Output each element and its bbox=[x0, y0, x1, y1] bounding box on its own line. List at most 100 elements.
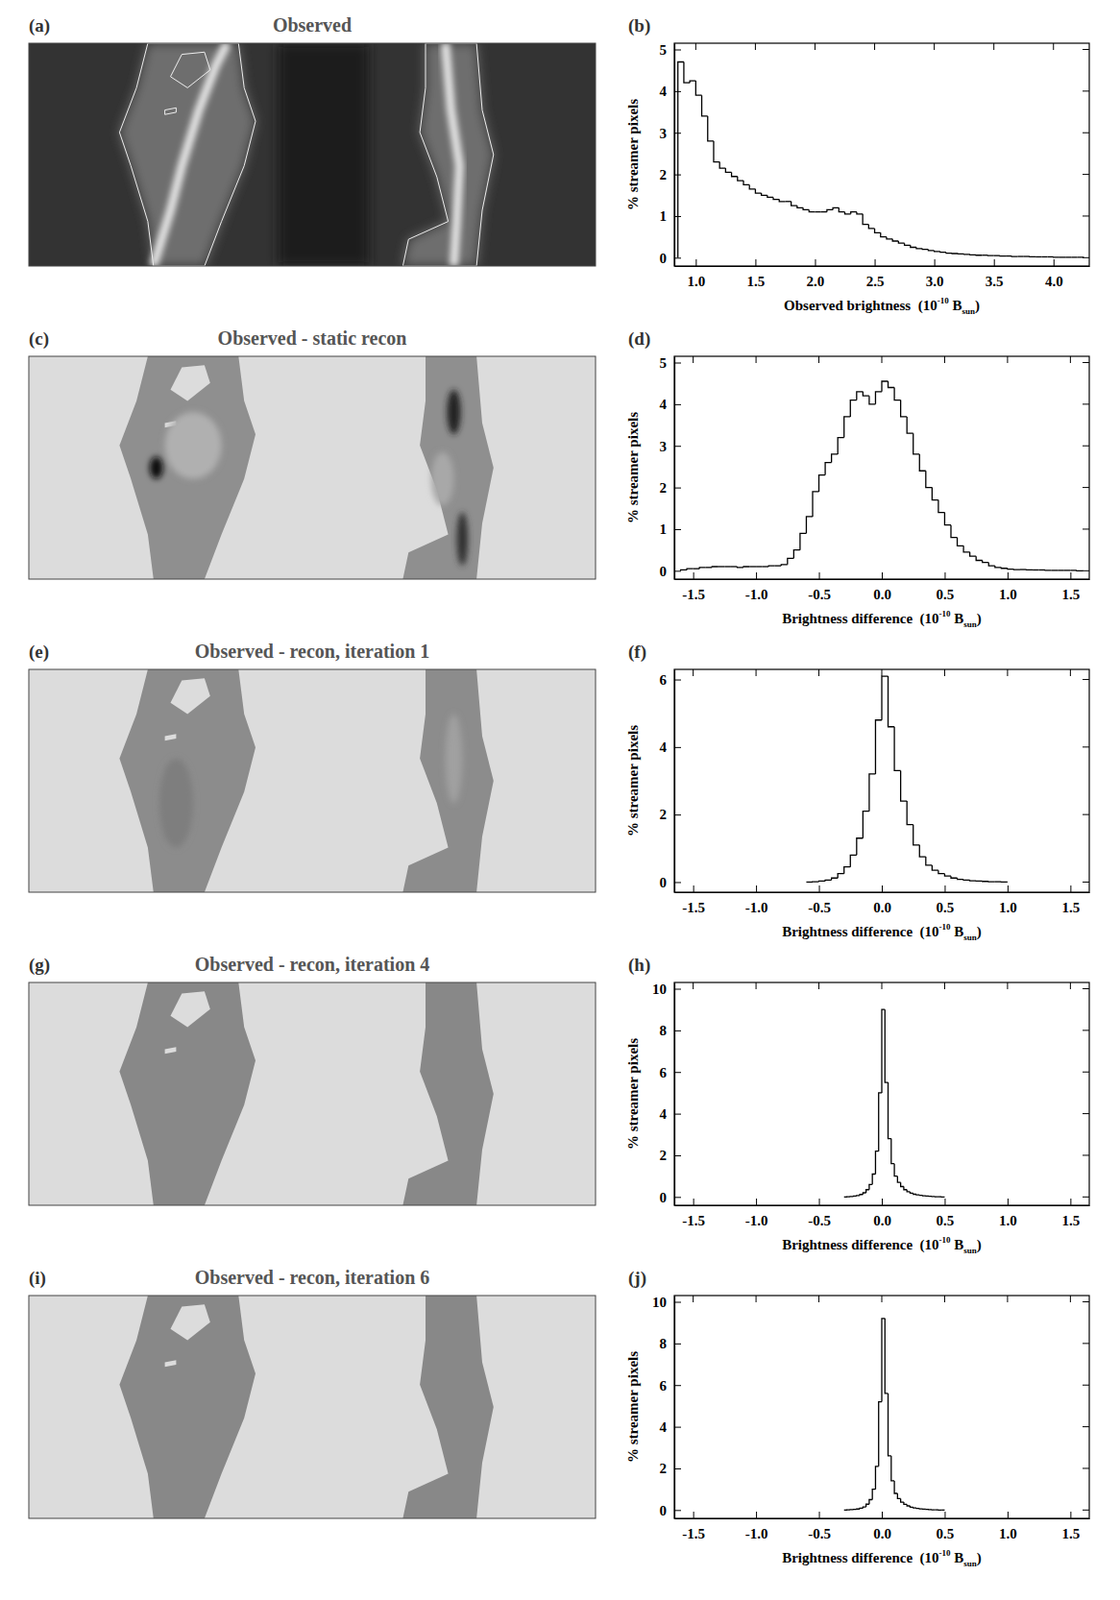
y-tick-mark bbox=[674, 814, 682, 816]
histogram-bin bbox=[767, 194, 774, 197]
y-axis-title: % streamer pixels bbox=[625, 1351, 641, 1463]
x-tick-mark bbox=[693, 885, 695, 893]
histogram-bin bbox=[695, 80, 702, 96]
histogram-bin bbox=[925, 856, 933, 866]
y-tick-mark bbox=[674, 1196, 682, 1198]
x-tick: 1.0 bbox=[998, 572, 1018, 603]
x-tick-mark bbox=[944, 1511, 946, 1519]
x-tick-label: 2.0 bbox=[806, 273, 826, 290]
histogram-bin bbox=[812, 880, 820, 883]
y-tick: 2 bbox=[659, 480, 682, 496]
x-axis-title-sup: -10 bbox=[939, 1548, 951, 1559]
panel-letter: (j) bbox=[628, 1267, 647, 1290]
histogram-bin bbox=[894, 727, 901, 772]
x-tick: 0.0 bbox=[873, 1198, 892, 1229]
histogram-bin bbox=[821, 211, 828, 213]
panel-title: Observed bbox=[272, 14, 352, 36]
histogram-bin bbox=[793, 550, 801, 560]
x-axis: -1.5-1.0-0.50.00.51.01.5 bbox=[675, 1511, 1091, 1542]
histogram-bin bbox=[964, 253, 971, 256]
x-tick-mark-top bbox=[874, 43, 876, 50]
histogram-bin bbox=[754, 189, 761, 194]
y-tick-mark bbox=[674, 680, 682, 682]
x-tick-label: 1.5 bbox=[747, 273, 766, 290]
histogram-bin bbox=[922, 247, 928, 250]
histogram-bin bbox=[808, 209, 815, 212]
histogram-bin bbox=[862, 1507, 866, 1509]
x-tick-mark bbox=[819, 885, 821, 893]
residual-hole bbox=[165, 1360, 177, 1367]
histogram-bin bbox=[894, 1481, 898, 1494]
histogram-bin bbox=[762, 565, 770, 567]
x-tick: -1.5 bbox=[681, 572, 706, 603]
histogram-bin bbox=[856, 391, 864, 401]
x-tick: 2.5 bbox=[866, 259, 885, 290]
residual-region bbox=[402, 1295, 493, 1519]
x-axis-title-sub: sun bbox=[963, 1245, 977, 1256]
y-axis-title: % streamer pixels bbox=[625, 412, 641, 524]
x-tick-label: -1.0 bbox=[745, 586, 769, 603]
x-tick-mark-top bbox=[755, 669, 757, 677]
histogram-bin bbox=[719, 162, 726, 170]
x-tick-mark bbox=[819, 572, 821, 580]
y-tick-label: 4 bbox=[659, 739, 668, 755]
y-tick-mark bbox=[674, 257, 682, 259]
residual-spot bbox=[446, 389, 461, 435]
x-tick-mark bbox=[755, 885, 757, 893]
histogram-bin bbox=[856, 212, 863, 215]
histogram-bin bbox=[869, 774, 877, 812]
histogram-bin bbox=[730, 565, 738, 567]
histogram-bin bbox=[1018, 255, 1024, 257]
histogram-bin bbox=[1039, 569, 1047, 571]
histogram-bin bbox=[913, 1193, 917, 1194]
histogram-bin bbox=[909, 1506, 913, 1508]
x-tick-mark-top bbox=[814, 43, 816, 50]
x-axis-title-part: ) bbox=[976, 1550, 982, 1567]
y-tick-mark bbox=[674, 1030, 682, 1032]
y-axis-line bbox=[674, 983, 676, 1207]
plot-frame bbox=[674, 43, 1090, 267]
histogram-bin bbox=[1057, 569, 1065, 571]
histogram-bin bbox=[837, 438, 845, 455]
x-tick-label: -1.5 bbox=[681, 586, 706, 603]
y-tick: 4 bbox=[659, 1419, 682, 1436]
x-tick-mark bbox=[934, 259, 936, 267]
y-axis-line bbox=[674, 44, 676, 268]
histogram-bin bbox=[1032, 569, 1040, 571]
x-tick-mark bbox=[819, 1198, 821, 1206]
x-tick-mark bbox=[1070, 1198, 1072, 1206]
x-tick: -0.5 bbox=[807, 885, 831, 916]
y-tick-label: 0 bbox=[659, 250, 668, 267]
x-tick-label: 1.0 bbox=[998, 1213, 1018, 1229]
x-tick-mark-top bbox=[692, 982, 694, 990]
histogram-bin bbox=[1011, 255, 1018, 258]
histogram-bin bbox=[1064, 569, 1072, 571]
histogram-bin bbox=[925, 470, 933, 487]
streamer-contour bbox=[119, 43, 256, 267]
histogram-bin bbox=[906, 801, 914, 826]
histogram-bin bbox=[913, 433, 921, 455]
histogram-bin bbox=[736, 565, 744, 568]
x-axis-title-part: B bbox=[950, 1237, 965, 1253]
y-tick-mark-right bbox=[1082, 1154, 1090, 1156]
residual-spot bbox=[159, 758, 194, 849]
residual-region bbox=[402, 982, 493, 1206]
x-tick-label: 4.0 bbox=[1045, 273, 1064, 290]
histogram-bin bbox=[831, 454, 839, 463]
histogram-bin bbox=[731, 171, 738, 176]
x-axis-title-part: Brightness difference (10 bbox=[781, 1237, 939, 1254]
panel-title: Observed - recon, iteration 4 bbox=[194, 953, 431, 975]
x-tick: 1.5 bbox=[1061, 572, 1080, 603]
histogram-bin bbox=[803, 207, 809, 210]
histogram-bin bbox=[988, 880, 996, 883]
histogram-bin bbox=[957, 252, 964, 255]
histogram-bin bbox=[775, 564, 782, 566]
histogram-bin bbox=[844, 416, 852, 439]
x-axis: -1.5-1.0-0.50.00.51.01.5 bbox=[675, 885, 1091, 916]
y-tick-mark bbox=[674, 1302, 682, 1304]
histogram-bin bbox=[780, 564, 788, 566]
x-axis-title-part: ) bbox=[976, 610, 982, 628]
histogram bbox=[844, 1009, 946, 1197]
x-tick-mark-top bbox=[755, 982, 757, 990]
histogram-bin bbox=[884, 1009, 888, 1083]
